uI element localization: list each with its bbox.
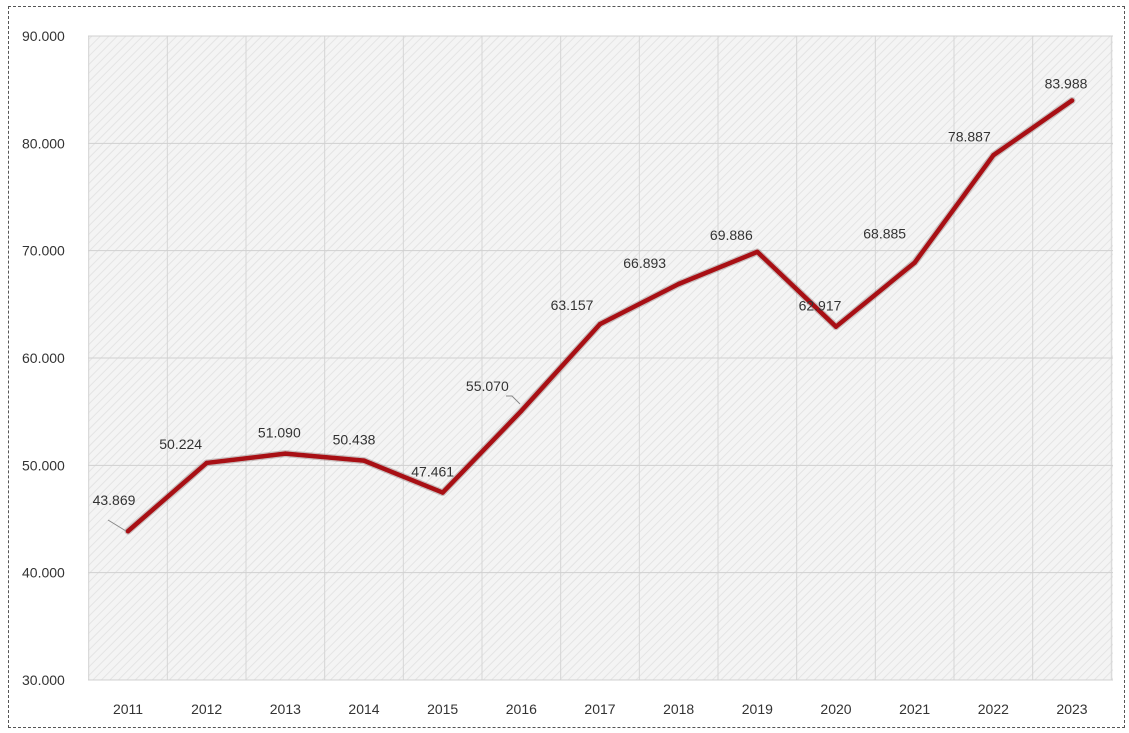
- series-layer: [124, 97, 1076, 535]
- data-point: [991, 153, 996, 158]
- data-point: [125, 528, 131, 534]
- y-tick-label: 30.000: [22, 672, 65, 688]
- data-point: [833, 324, 839, 329]
- y-tick-label: 60.000: [22, 350, 65, 366]
- data-point: [440, 490, 445, 495]
- y-tick-label: 70.000: [22, 243, 65, 259]
- data-label: 69.886: [710, 227, 753, 243]
- data-point: [1069, 98, 1075, 103]
- y-axis-ticks: 30.000 40.000 50.000 60.000 70.000 80.000 90.0…: [22, 28, 65, 688]
- data-point: [676, 281, 681, 287]
- data-point: [912, 260, 917, 265]
- data-label: 47.461: [411, 464, 454, 480]
- x-tick-label: 2022: [978, 701, 1009, 717]
- data-labels: 43.869 50.224 51.090 50.438 47.461 55.070 63.1…: [93, 76, 1088, 532]
- x-tick-label: 2019: [742, 701, 773, 717]
- x-tick-label: 2014: [348, 701, 379, 717]
- data-label: 43.869: [93, 492, 136, 508]
- y-tick-label: 90.000: [22, 28, 65, 44]
- data-point: [597, 321, 603, 327]
- data-point: [283, 451, 288, 456]
- data-label: 51.090: [258, 425, 301, 441]
- leader-line: [107, 519, 127, 532]
- x-tick-label: 2020: [820, 701, 851, 717]
- data-label: 50.224: [159, 436, 202, 452]
- x-tick-label: 2011: [113, 701, 143, 717]
- x-tick-label: 2015: [427, 701, 458, 717]
- data-label: 68.885: [863, 226, 906, 242]
- leader-line: [506, 395, 521, 405]
- grid-lines: [88, 35, 1113, 681]
- data-label: 55.070: [466, 378, 509, 394]
- data-point: [204, 460, 209, 466]
- data-label: 63.157: [551, 297, 594, 313]
- data-label: 62.917: [799, 298, 842, 314]
- y-tick-label: 50.000: [22, 457, 65, 473]
- data-point: [755, 249, 760, 255]
- x-tick-label: 2017: [584, 701, 615, 717]
- data-label: 66.893: [623, 255, 666, 271]
- x-tick-label: 2013: [270, 701, 301, 717]
- data-label: 83.988: [1045, 76, 1088, 92]
- x-tick-label: 2016: [506, 701, 537, 717]
- data-point: [361, 458, 367, 463]
- data-point: [519, 408, 524, 414]
- y-tick-label: 40.000: [22, 565, 65, 581]
- data-label: 50.438: [333, 432, 376, 448]
- data-label: 78.887: [948, 128, 991, 144]
- y-tick-label: 80.000: [22, 135, 65, 151]
- x-axis-ticks: 2011 2012 2013 2014 2015 2016 2017 2018 2019 2020…: [113, 701, 1088, 717]
- x-tick-label: 2018: [663, 701, 694, 717]
- x-tick-label: 2023: [1056, 701, 1087, 717]
- x-tick-label: 2012: [191, 701, 222, 717]
- x-tick-label: 2021: [899, 701, 930, 717]
